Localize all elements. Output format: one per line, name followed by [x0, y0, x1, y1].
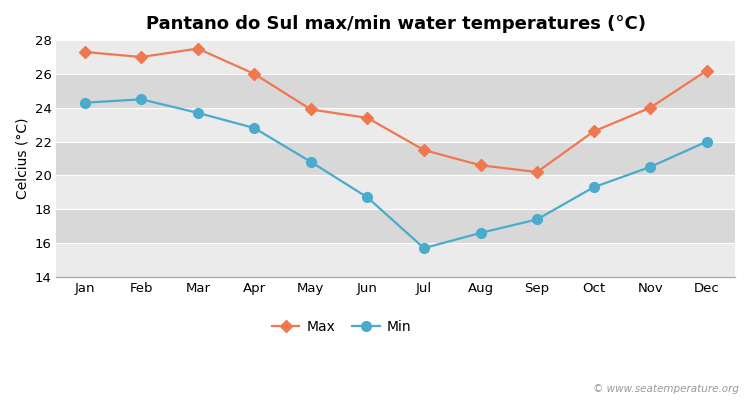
Max — [646, 105, 655, 110]
Bar — [56, 108, 735, 142]
Max — [307, 107, 316, 112]
Title: Pantano do Sul max/min water temperatures (°C): Pantano do Sul max/min water temperature… — [146, 15, 646, 33]
Bar — [56, 142, 735, 176]
Max — [80, 50, 89, 54]
Max — [136, 55, 146, 60]
Bar — [56, 243, 735, 277]
Text: © www.seatemperature.org: © www.seatemperature.org — [592, 384, 739, 394]
Bar — [56, 176, 735, 209]
Min — [702, 139, 711, 144]
Max — [476, 163, 485, 168]
Max — [532, 170, 542, 174]
Bar — [56, 40, 735, 74]
Min — [80, 100, 89, 105]
Max — [194, 46, 202, 51]
Bar — [56, 209, 735, 243]
Min — [136, 97, 146, 102]
Min — [590, 185, 598, 190]
Min — [476, 230, 485, 235]
Bar — [56, 74, 735, 108]
Min — [419, 246, 428, 250]
Line: Max: Max — [80, 44, 711, 176]
Min — [532, 217, 542, 222]
Min — [250, 126, 259, 130]
Y-axis label: Celcius (°C): Celcius (°C) — [15, 118, 29, 199]
Max — [590, 129, 598, 134]
Line: Min: Min — [80, 94, 712, 253]
Min — [646, 164, 655, 169]
Max — [250, 72, 259, 76]
Min — [194, 110, 202, 115]
Max — [419, 148, 428, 152]
Min — [307, 160, 316, 164]
Max — [363, 116, 372, 120]
Max — [702, 68, 711, 73]
Min — [363, 195, 372, 200]
Legend: Max, Min: Max, Min — [266, 315, 417, 340]
